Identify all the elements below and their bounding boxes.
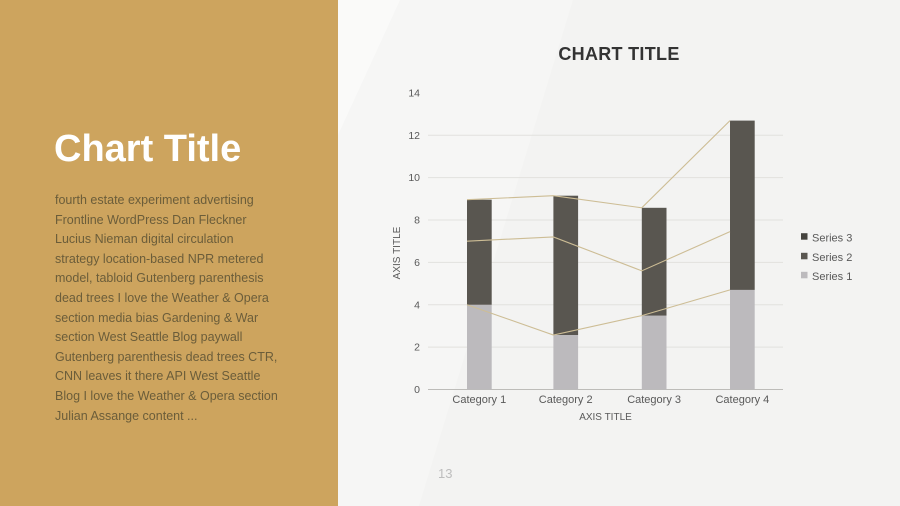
svg-text:6: 6 [414,257,420,269]
svg-text:Series 3: Series 3 [812,233,852,245]
svg-text:Series 1: Series 1 [812,271,852,283]
svg-text:0: 0 [414,384,420,396]
svg-text:14: 14 [408,87,420,99]
svg-text:Category 2: Category 2 [539,394,593,406]
svg-text:AXIS TITLE: AXIS TITLE [392,226,403,279]
svg-text:Category 4: Category 4 [715,394,769,406]
svg-text:Series 2: Series 2 [812,252,852,264]
svg-text:AXIS TITLE: AXIS TITLE [579,412,632,423]
svg-text:Category 1: Category 1 [452,394,506,406]
svg-text:8: 8 [414,215,420,227]
svg-text:12: 12 [408,130,420,142]
svg-text:10: 10 [408,172,420,184]
svg-text:Category 3: Category 3 [627,394,681,406]
svg-text:4: 4 [414,299,420,311]
svg-text:2: 2 [414,342,420,354]
